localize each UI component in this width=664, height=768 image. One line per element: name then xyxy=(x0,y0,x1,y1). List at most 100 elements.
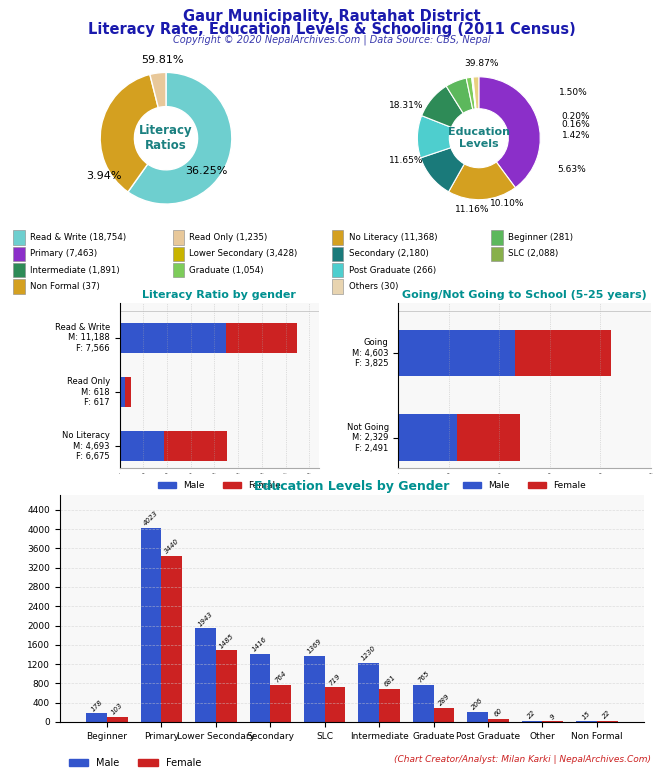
Bar xyxy=(332,280,343,293)
Bar xyxy=(13,280,25,293)
Bar xyxy=(457,415,520,461)
Text: Literacy
Ratios: Literacy Ratios xyxy=(139,124,193,152)
Bar xyxy=(86,713,107,722)
Text: 60: 60 xyxy=(493,707,503,718)
Wedge shape xyxy=(446,78,473,113)
Text: 0.20%: 0.20% xyxy=(562,111,590,121)
Text: 5.63%: 5.63% xyxy=(558,165,586,174)
Text: 1485: 1485 xyxy=(218,632,234,650)
Text: SLC (2,088): SLC (2,088) xyxy=(508,250,558,258)
Text: 1369: 1369 xyxy=(306,638,323,655)
Bar xyxy=(332,263,343,277)
Text: 1416: 1416 xyxy=(252,636,268,653)
Text: Post Graduate (266): Post Graduate (266) xyxy=(349,266,436,275)
Wedge shape xyxy=(471,77,475,109)
Text: 11.16%: 11.16% xyxy=(456,205,490,214)
Bar xyxy=(413,685,434,722)
Text: 0.16%: 0.16% xyxy=(562,120,590,129)
Text: 1.50%: 1.50% xyxy=(558,88,588,98)
Bar xyxy=(488,719,509,722)
Text: 719: 719 xyxy=(328,673,342,687)
Wedge shape xyxy=(472,77,476,109)
Bar xyxy=(120,431,164,461)
Text: Lower Secondary (3,428): Lower Secondary (3,428) xyxy=(189,250,297,258)
Wedge shape xyxy=(418,116,452,158)
Bar xyxy=(379,689,400,722)
Text: Primary (7,463): Primary (7,463) xyxy=(30,250,97,258)
Text: 39.87%: 39.87% xyxy=(465,58,499,68)
Legend: Male, Female: Male, Female xyxy=(154,478,284,494)
Legend: Male, Female: Male, Female xyxy=(64,754,205,768)
Bar xyxy=(226,323,297,353)
Bar xyxy=(164,431,227,461)
Text: Others (30): Others (30) xyxy=(349,282,398,291)
Bar xyxy=(161,556,182,722)
Wedge shape xyxy=(479,77,540,187)
Bar xyxy=(120,323,226,353)
Bar xyxy=(107,717,127,722)
Text: Secondary (2,180): Secondary (2,180) xyxy=(349,250,428,258)
Text: 22: 22 xyxy=(602,710,612,720)
Text: 3440: 3440 xyxy=(163,538,180,555)
Title: Education Levels by Gender: Education Levels by Gender xyxy=(254,480,450,493)
Wedge shape xyxy=(473,77,479,109)
Wedge shape xyxy=(466,78,475,109)
Text: Education
Levels: Education Levels xyxy=(448,127,510,149)
Text: 10.10%: 10.10% xyxy=(491,199,525,208)
Text: Literacy Rate, Education Levels & Schooling (2011 Census): Literacy Rate, Education Levels & School… xyxy=(88,22,576,37)
Bar xyxy=(522,721,542,722)
Title: Going/Not Going to School (5-25 years): Going/Not Going to School (5-25 years) xyxy=(402,290,647,300)
Bar xyxy=(359,663,379,722)
Text: No Literacy (11,368): No Literacy (11,368) xyxy=(349,233,437,242)
Text: 59.81%: 59.81% xyxy=(141,55,184,65)
Wedge shape xyxy=(150,72,166,108)
Text: 1230: 1230 xyxy=(361,644,377,662)
Text: Read Only (1,235): Read Only (1,235) xyxy=(189,233,268,242)
Bar xyxy=(173,263,184,277)
Bar xyxy=(13,247,25,261)
Wedge shape xyxy=(100,74,158,192)
Wedge shape xyxy=(449,162,515,200)
Bar xyxy=(332,230,343,245)
Text: Non Formal (37): Non Formal (37) xyxy=(30,282,100,291)
Title: Literacy Ratio by gender: Literacy Ratio by gender xyxy=(142,290,296,300)
Wedge shape xyxy=(420,147,464,192)
Bar xyxy=(125,377,131,407)
Wedge shape xyxy=(422,86,463,127)
Wedge shape xyxy=(128,72,232,204)
Bar xyxy=(250,654,270,722)
Text: 289: 289 xyxy=(437,694,451,707)
Text: Gaur Municipality, Rautahat District: Gaur Municipality, Rautahat District xyxy=(183,9,481,25)
Text: 36.25%: 36.25% xyxy=(186,167,228,177)
Bar xyxy=(120,377,125,407)
Bar xyxy=(491,247,503,261)
Text: Read & Write (18,754): Read & Write (18,754) xyxy=(30,233,126,242)
Bar xyxy=(467,712,488,722)
Text: Copyright © 2020 NepalArchives.Com | Data Source: CBS, Nepal: Copyright © 2020 NepalArchives.Com | Dat… xyxy=(173,35,491,45)
Text: 18.31%: 18.31% xyxy=(389,101,424,110)
Text: 4023: 4023 xyxy=(143,510,159,527)
Text: Graduate (1,054): Graduate (1,054) xyxy=(189,266,264,275)
Text: 1.42%: 1.42% xyxy=(562,131,590,141)
Text: Beginner (281): Beginner (281) xyxy=(508,233,573,242)
Text: 178: 178 xyxy=(90,699,104,713)
Bar xyxy=(195,628,216,722)
Text: 765: 765 xyxy=(416,670,430,684)
Bar xyxy=(141,528,161,722)
Bar xyxy=(270,685,291,722)
Bar xyxy=(304,656,325,722)
Text: 15: 15 xyxy=(581,710,592,720)
Text: 206: 206 xyxy=(471,697,485,711)
Legend: Male, Female: Male, Female xyxy=(459,478,590,494)
Text: Intermediate (1,891): Intermediate (1,891) xyxy=(30,266,120,275)
Bar xyxy=(332,247,343,261)
Bar xyxy=(597,721,618,722)
Text: 11.65%: 11.65% xyxy=(389,156,424,165)
Text: 22: 22 xyxy=(527,710,537,720)
Text: (Chart Creator/Analyst: Milan Karki | NepalArchives.Com): (Chart Creator/Analyst: Milan Karki | Ne… xyxy=(394,755,651,764)
Bar xyxy=(434,708,454,722)
Bar xyxy=(173,230,184,245)
Text: 681: 681 xyxy=(382,674,396,688)
Bar xyxy=(491,230,503,245)
Bar xyxy=(216,650,236,722)
